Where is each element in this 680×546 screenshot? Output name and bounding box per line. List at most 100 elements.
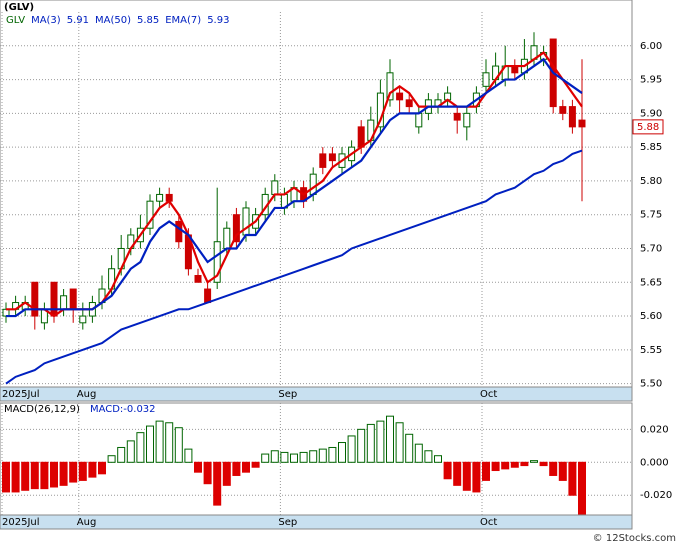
macd-bar: [318, 448, 327, 463]
x-tick-label: Sep: [278, 389, 297, 400]
candle-body: [396, 92, 404, 101]
legend-text: EMA(7): [165, 15, 201, 26]
x-axis-strip: [0, 386, 633, 402]
macd-bar: [213, 461, 222, 506]
macd-bar: [501, 461, 510, 470]
macd-bar: [395, 422, 404, 463]
macd-bar: [299, 451, 308, 463]
candle-body: [50, 281, 58, 317]
candle-body: [213, 241, 221, 283]
last-price-label: 5.88: [637, 122, 659, 133]
candle-body: [415, 112, 423, 128]
candle-body: [578, 119, 586, 128]
macd-bar: [366, 423, 375, 463]
x-axis-strip: [0, 514, 633, 530]
watermark: © 12Stocks.com: [593, 533, 676, 544]
candle-body: [405, 99, 413, 108]
legend-text: 5.85: [137, 15, 159, 26]
last-price-box: [632, 119, 664, 135]
candle-body: [568, 106, 576, 128]
legend-text: MA(3): [31, 15, 61, 26]
candle-body: [156, 193, 164, 202]
macd-bar: [443, 461, 452, 480]
macd-bar: [78, 461, 87, 481]
x-tick-label: 2025Jul: [2, 389, 40, 400]
macd-bar: [414, 443, 423, 463]
macd-bar: [539, 461, 548, 467]
macd-bar: [424, 450, 433, 463]
macd-title: MACD(26,12,9): [4, 404, 80, 415]
candle-body: [463, 112, 471, 128]
macd-bar: [568, 461, 577, 496]
legend-text: 5.91: [67, 15, 89, 26]
candle-body: [60, 295, 68, 310]
candle-body: [482, 72, 490, 87]
line-series: [6, 57, 583, 318]
macd-bar: [453, 461, 462, 486]
macd-bar: [434, 455, 442, 463]
candle-body: [271, 180, 279, 195]
macd-bar: [530, 460, 538, 463]
y-tick-label: 5.70: [640, 243, 662, 254]
macd-bar: [338, 442, 346, 463]
macd-bar: [11, 461, 20, 493]
macd-bar: [386, 415, 394, 463]
candle-body: [357, 126, 365, 148]
macd-bar: [270, 450, 279, 463]
macd-bar: [50, 461, 58, 488]
macd-bar: [117, 446, 126, 463]
candle-body: [79, 315, 87, 324]
candle-body: [69, 288, 77, 310]
y-tick-label: 5.85: [640, 142, 662, 153]
macd-bar: [155, 420, 164, 463]
macd-bar: [165, 422, 174, 463]
y-tick-label: 5.80: [640, 176, 662, 187]
legend-text: GLV: [6, 15, 25, 26]
candle-body: [223, 227, 231, 249]
macd-bar: [309, 450, 318, 463]
y-tick-label: 0.000: [640, 457, 669, 468]
legend-text: 5.93: [207, 15, 229, 26]
y-tick-label: 5.75: [640, 210, 662, 221]
macd-bar: [520, 461, 529, 467]
macd-bar: [510, 461, 519, 468]
y-tick-label: 5.65: [640, 277, 662, 288]
macd-bar: [30, 461, 39, 490]
macd-bar: [222, 461, 231, 486]
title: (GLV): [4, 2, 34, 13]
macd-bar: [578, 461, 586, 516]
macd-bar: [472, 461, 481, 493]
macd-bar: [280, 451, 289, 463]
candle-body: [146, 200, 154, 229]
candle-body: [175, 220, 183, 243]
macd-bar: [290, 453, 298, 463]
macd-bar: [88, 461, 97, 478]
x-tick-label: Aug: [77, 389, 97, 400]
x-tick-label: Oct: [480, 389, 497, 400]
candle-body: [204, 288, 212, 304]
macd-bar: [482, 461, 490, 481]
macd-bar: [462, 461, 471, 491]
x-tick-label: 2025Jul: [2, 517, 40, 528]
candle-body: [328, 153, 336, 162]
x-tick-label: Sep: [278, 517, 297, 528]
macd-bar: [126, 440, 135, 463]
macd-bar: [184, 448, 193, 463]
macd-bar: [40, 461, 49, 490]
macd-bar: [203, 461, 212, 485]
y-tick-label: 5.55: [640, 345, 662, 356]
macd-bar: [242, 461, 250, 473]
macd-bar: [194, 461, 202, 473]
y-tick-label: 0.020: [640, 424, 669, 435]
macd-bar: [21, 461, 30, 491]
y-tick-label: 6.00: [640, 41, 662, 52]
legend-text: MA(50): [95, 15, 131, 26]
macd-bar: [357, 428, 366, 463]
line-series: [5, 149, 583, 385]
macd-bar: [328, 446, 337, 463]
macd-subtitle: MACD:-0.032: [90, 404, 156, 415]
macd-bar: [491, 461, 500, 472]
macd-bar: [376, 420, 385, 463]
candle-body: [386, 72, 394, 101]
